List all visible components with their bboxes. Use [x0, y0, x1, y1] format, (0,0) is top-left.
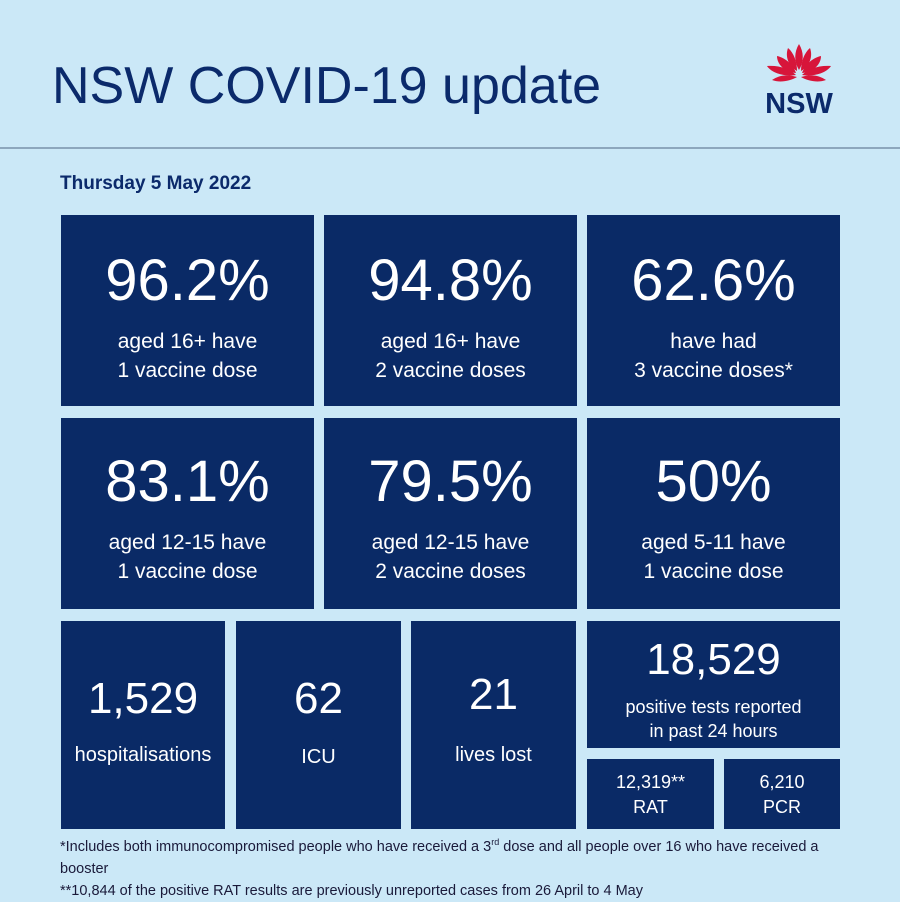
footnote-booster: *Includes both immunocompromised people …	[60, 836, 860, 880]
stat-value: 21	[469, 670, 518, 719]
stat-label: hospitalisations	[74, 744, 212, 766]
pcr-label: PCR	[762, 797, 801, 817]
stat-label: ICU	[301, 746, 336, 768]
footnote-booster-end: dose and all people over 16 who have rec…	[60, 839, 819, 877]
tile-label-line2: 1 vaccine dose	[643, 560, 784, 583]
tile-label-line2: 1 vaccine dose	[117, 359, 258, 382]
positive-tests-value: 18,529	[646, 635, 781, 684]
rat-tile: 12,319** RAT	[587, 759, 714, 829]
header-divider	[0, 147, 900, 149]
footnotes: *Includes both immunocompromised people …	[60, 836, 860, 902]
tile-label-line2: 3 vaccine doses*	[634, 359, 793, 382]
tile-label-line1: aged 16+ have	[380, 330, 521, 353]
footnote-superscript: rd	[491, 837, 500, 847]
stat-value: 1,529	[87, 674, 199, 723]
stat-value: 62	[294, 674, 343, 723]
tile-label-line1: aged 16+ have	[117, 330, 258, 353]
vaccine-tile-16plus-dose2: 94.8% aged 16+ have 2 vaccine doses	[324, 215, 577, 406]
pcr-value: 6,210	[759, 772, 805, 792]
positive-tests-tile: 18,529 positive tests reported in past 2…	[587, 621, 840, 748]
logo-text: NSW	[765, 88, 833, 120]
tile-label-line2: 2 vaccine doses	[375, 560, 526, 583]
tile-label-line1: have had	[670, 330, 757, 353]
waratah-icon	[767, 44, 831, 82]
vaccine-tile-5to11-dose1: 50% aged 5-11 have 1 vaccine dose	[587, 418, 840, 609]
vaccine-tile-12to15-dose2: 79.5% aged 12-15 have 2 vaccine doses	[324, 418, 577, 609]
footnote-rat: **10,844 of the positive RAT results are…	[60, 883, 643, 899]
positive-tests-line1: positive tests reported	[625, 697, 802, 717]
nsw-waratah-logo: NSW	[758, 40, 848, 122]
tile-label-line1: aged 5-11 have	[641, 531, 786, 554]
tile-value: 83.1%	[105, 449, 270, 514]
vaccine-tile-12to15-dose1: 83.1% aged 12-15 have 1 vaccine dose	[61, 418, 314, 609]
footnote-booster-start: *Includes both immunocompromised people …	[60, 839, 492, 855]
vaccine-tile-dose3: 62.6% have had 3 vaccine doses*	[587, 215, 840, 406]
lives-lost-tile: 21 lives lost	[411, 621, 576, 829]
pcr-tile: 6,210 PCR	[724, 759, 840, 829]
tile-value: 62.6%	[631, 248, 796, 313]
tile-value: 96.2%	[105, 248, 270, 313]
rat-value: 12,319**	[615, 772, 686, 792]
tile-value: 50%	[655, 449, 772, 514]
tile-label-line1: aged 12-15 have	[108, 531, 267, 554]
stat-label: lives lost	[455, 744, 532, 766]
report-date: Thursday 5 May 2022	[60, 173, 252, 194]
hospitalisations-tile: 1,529 hospitalisations	[61, 621, 225, 829]
vaccine-tile-16plus-dose1: 96.2% aged 16+ have 1 vaccine dose	[61, 215, 314, 406]
tile-label-line2: 1 vaccine dose	[117, 560, 258, 583]
tile-value: 94.8%	[368, 248, 533, 313]
tile-value: 79.5%	[368, 449, 533, 514]
positive-tests-line2: in past 24 hours	[649, 721, 778, 741]
tile-label-line1: aged 12-15 have	[371, 531, 530, 554]
icu-tile: 62 ICU	[236, 621, 401, 829]
page-title: NSW COVID-19 update	[52, 57, 602, 115]
rat-label: RAT	[633, 797, 668, 817]
tile-label-line2: 2 vaccine doses	[375, 359, 526, 382]
